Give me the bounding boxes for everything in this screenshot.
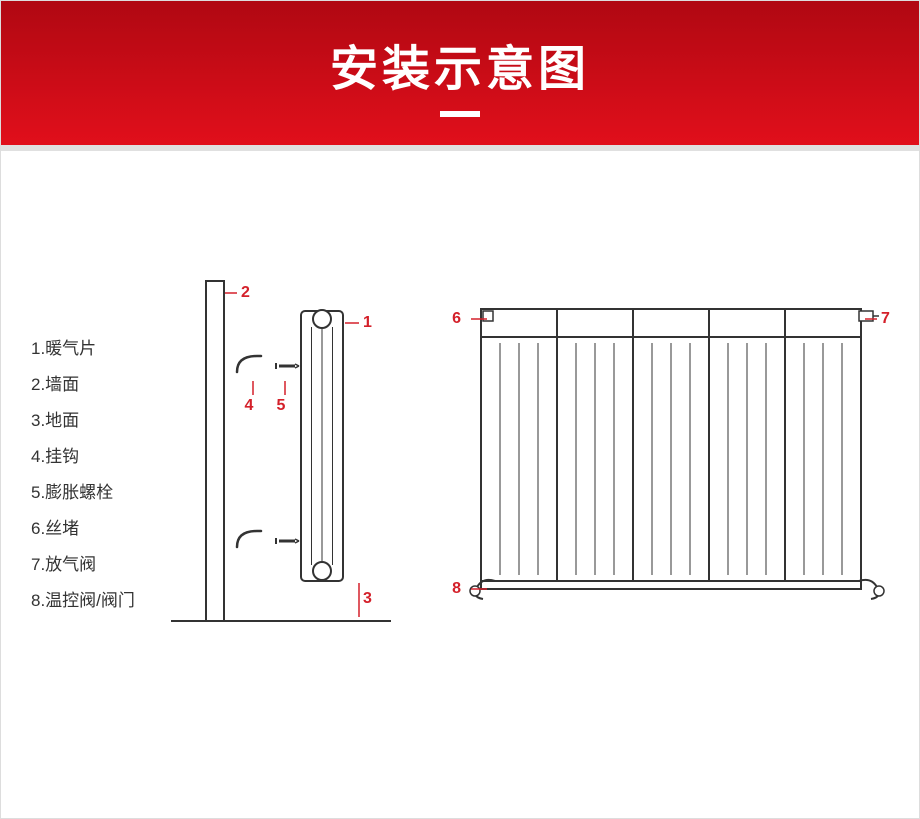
svg-text:7: 7	[881, 310, 890, 327]
svg-text:8: 8	[452, 580, 461, 597]
svg-text:6: 6	[452, 310, 461, 327]
installation-diagram-page: 安装示意图 1.暖气片2.墙面3.地面4.挂钩5.膨胀螺栓6.丝堵7.放气阀8.…	[0, 0, 920, 819]
header-banner: 安装示意图	[1, 1, 919, 151]
diagram-body: 1.暖气片2.墙面3.地面4.挂钩5.膨胀螺栓6.丝堵7.放气阀8.温控阀/阀门…	[1, 151, 919, 812]
front-view-diagram: 6 7 8	[1, 151, 920, 671]
page-title: 安装示意图	[330, 29, 590, 99]
title-underline	[440, 111, 480, 117]
